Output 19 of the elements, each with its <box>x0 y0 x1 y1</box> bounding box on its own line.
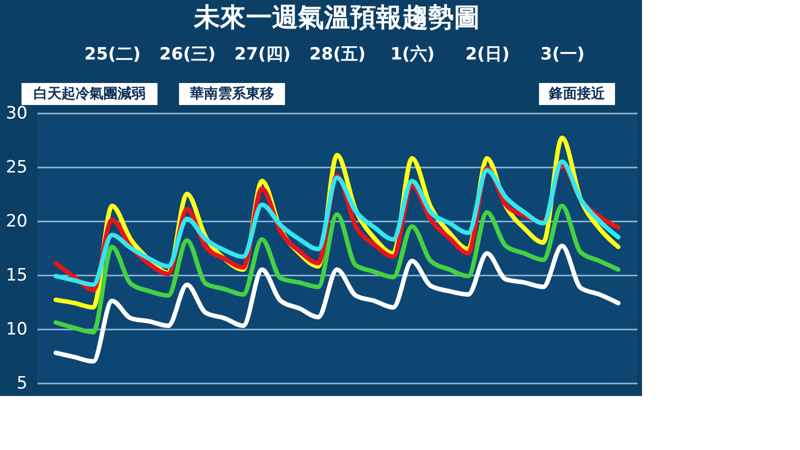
text: 鋒面接近 <box>548 85 606 102</box>
x-tick-label: 26(三) <box>159 44 216 64</box>
x-tick-label: 25(二) <box>84 44 141 64</box>
text: 華南雲系東移 <box>189 86 274 102</box>
y-tick-label: 25 <box>6 158 28 178</box>
x-tick-label: 27(四) <box>234 44 291 64</box>
line-series <box>54 204 620 334</box>
chart-title: 未來一週氣溫預報趨勢圖 <box>193 3 480 33</box>
x-tick-label: 28(五) <box>309 44 366 64</box>
y-tick-label: 15 <box>6 266 28 286</box>
x-tick-label: 1(六) <box>390 44 435 64</box>
y-tick-label: 20 <box>6 212 28 232</box>
y-tick-label: 10 <box>6 320 28 340</box>
x-tick-label: 2(日) <box>465 44 510 64</box>
text: 白天起冷氣團減弱 <box>34 86 146 102</box>
line-series <box>54 244 620 364</box>
x-tick-label: 3(一) <box>540 44 585 64</box>
y-tick-label: 30 <box>6 104 28 124</box>
y-tick-label: 5 <box>16 374 28 394</box>
